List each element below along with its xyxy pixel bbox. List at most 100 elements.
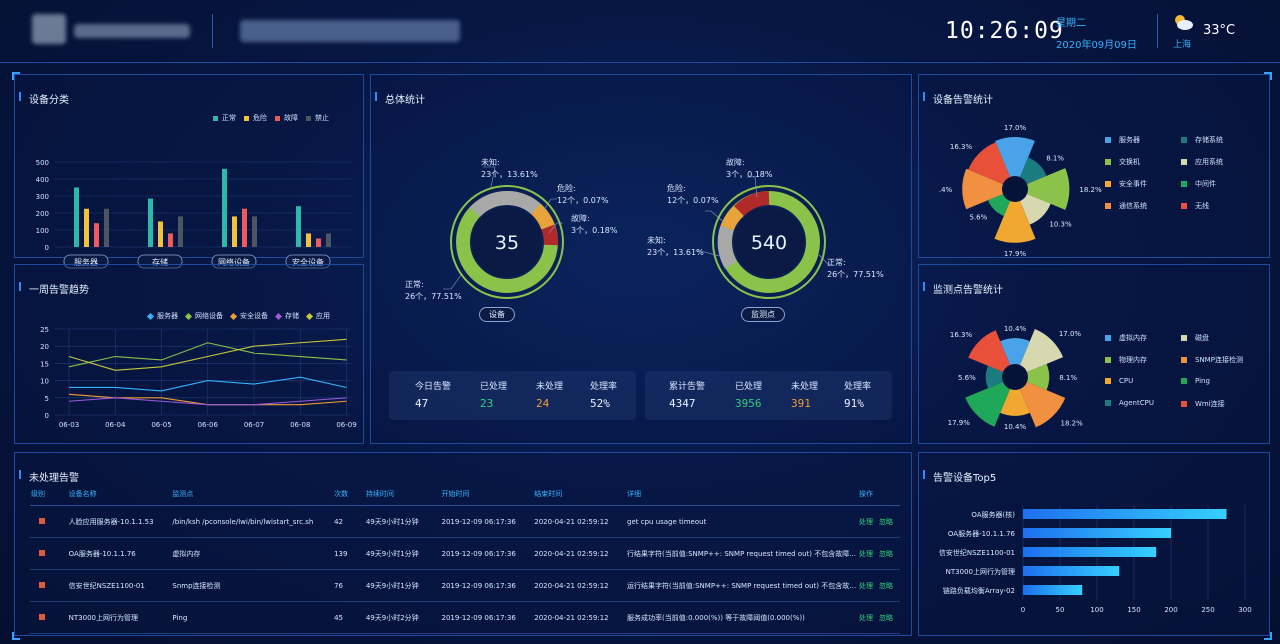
- today-stats: 今日告警 已处理 未处理 处理率 47 23 24 52%: [389, 371, 636, 420]
- legend-swatch: [306, 115, 311, 121]
- logo: [32, 14, 66, 44]
- x-tick-label: 150: [1127, 606, 1140, 614]
- y-tick-label: 100: [36, 227, 49, 235]
- panel-title: 设备告警统计: [923, 91, 993, 106]
- y-tick-label: OA服务器-10.1.1.76: [948, 529, 1016, 538]
- legend: 服务器 网络设备 安全设备 存储 应用: [140, 311, 330, 321]
- ignore-button[interactable]: 忽略: [879, 613, 893, 622]
- legend-item: 通信系统: [1105, 201, 1147, 211]
- rose-percent-label: 10.3%: [1049, 220, 1072, 228]
- legend-item: 物理内存: [1105, 355, 1147, 365]
- total-rate: 91%: [844, 397, 864, 410]
- handle-button[interactable]: 处理: [859, 517, 873, 526]
- handle-button[interactable]: 处理: [859, 581, 873, 590]
- legend-label: 禁止: [315, 114, 329, 122]
- header: 10:26:09 星期二 2020年09月09日 上海 33°C: [0, 0, 1280, 63]
- bar: [1023, 547, 1157, 557]
- rose-sector: [1019, 157, 1047, 185]
- legend-swatch: [1105, 378, 1111, 384]
- org-name-blurred: [74, 24, 190, 38]
- x-tick-label: 安全设备: [292, 257, 324, 267]
- legend-label: 虚拟内存: [1119, 334, 1147, 342]
- bar: [1023, 585, 1083, 595]
- legend-label: 存储: [285, 312, 299, 320]
- rose-percent-label: 10.4%: [1004, 423, 1027, 431]
- legend-swatch: [1105, 400, 1111, 406]
- y-tick-label: 25: [40, 326, 49, 334]
- legend-swatch: [1181, 378, 1187, 384]
- legend-label: 危险: [253, 114, 267, 122]
- legend-item: 存储系统: [1181, 135, 1223, 145]
- legend-item: 安全事件: [1105, 179, 1147, 189]
- y-tick-label: 20: [40, 343, 49, 351]
- partly-cloudy-icon: [1172, 12, 1194, 36]
- ignore-button[interactable]: 忽略: [879, 581, 893, 590]
- panel-title: 未处理告警: [19, 469, 79, 484]
- legend-item: 交换机: [1105, 157, 1140, 167]
- legend-swatch: [1105, 335, 1111, 341]
- rose-percent-label: 17.0%: [1004, 124, 1027, 132]
- bar: [296, 206, 301, 247]
- y-tick-label: 10: [40, 378, 49, 386]
- legend-label: 物理内存: [1119, 356, 1147, 364]
- bar: [84, 208, 89, 247]
- handle-button[interactable]: 处理: [859, 613, 873, 622]
- legend-item: Ping: [1181, 377, 1210, 385]
- legend-item: Wmi连接: [1181, 399, 1225, 409]
- date: 2020年09月09日: [1056, 40, 1137, 51]
- legend-swatch: [1181, 203, 1187, 209]
- bar: [158, 221, 163, 247]
- x-tick-label: 网络设备: [218, 257, 250, 267]
- total-alarms: 4347: [669, 397, 696, 410]
- bar: [94, 223, 99, 247]
- legend-label: 安全事件: [1119, 180, 1147, 188]
- series-line: [68, 338, 347, 371]
- y-tick-label: 0: [45, 412, 49, 420]
- total-handled: 3956: [735, 397, 762, 410]
- x-tick-label: 100: [1090, 606, 1103, 614]
- table-cell: 人脸应用服务器-10.1.1.53: [67, 505, 172, 538]
- x-tick-label: 06-05: [151, 421, 171, 429]
- table-cell: 服务成功率(当前值:0.000(%)) 等于故障阈值(0.000(%)): [626, 601, 858, 634]
- rose-percent-label: 8.1%: [1046, 155, 1064, 163]
- table-cell: 49天9小时1分钟: [364, 569, 441, 602]
- ignore-button[interactable]: 忽略: [879, 517, 893, 526]
- legend-swatch: [305, 312, 314, 320]
- rose-percent-label: 18.2%: [1079, 186, 1102, 194]
- bar: [104, 208, 109, 247]
- legend-swatch: [274, 312, 283, 320]
- table-cell: 2019-12-09 06:17:36: [440, 505, 534, 538]
- legend: 正常 危险 故障 禁止: [205, 113, 329, 123]
- monitor-donut-tag[interactable]: 监测点: [741, 307, 785, 322]
- monitor-donut-total: 540: [751, 232, 787, 254]
- legend-swatch: [1105, 137, 1111, 143]
- monitor-fault-label: 故障: 3个，0.18%: [726, 158, 773, 179]
- legend-label: 通信系统: [1119, 202, 1147, 210]
- legend-swatch: [213, 115, 218, 121]
- x-tick-label: 06-06: [198, 421, 219, 429]
- device-donut: 35 540: [443, 166, 833, 299]
- ignore-button[interactable]: 忽略: [879, 549, 893, 558]
- legend-label: AgentCPU: [1119, 399, 1154, 407]
- level-indicator: [39, 517, 45, 524]
- handle-button[interactable]: 处理: [859, 549, 873, 558]
- x-tick-label: 250: [1201, 606, 1214, 614]
- legend-label: 交换机: [1119, 158, 1140, 166]
- rose-percent-label: 10.4%: [1004, 325, 1027, 333]
- bar: [74, 187, 79, 247]
- rose-percent-label: 17.9%: [948, 419, 971, 427]
- rose-sector: [1000, 389, 1030, 416]
- table-cell: 2020-04-21 02:59:12: [533, 537, 627, 570]
- rose-sector: [1027, 363, 1050, 391]
- y-tick-label: 信安世纪NSZE1100-01: [939, 548, 1015, 557]
- y-tick-label: 5: [45, 395, 49, 403]
- series-line: [68, 342, 347, 368]
- x-tick-label: 存储: [152, 257, 168, 267]
- device-donut-tag[interactable]: 设备: [479, 307, 515, 322]
- today-handled: 23: [480, 397, 494, 410]
- legend-swatch: [1181, 335, 1187, 341]
- legend-swatch: [1181, 181, 1187, 187]
- x-tick-label: 06-09: [336, 421, 356, 429]
- legend-label: 存储系统: [1195, 136, 1223, 144]
- device-category-panel: 设备分类 正常 危险 故障 禁止 0 100 200 300 400 500 服务器 存储 网络设备 安…: [14, 74, 364, 269]
